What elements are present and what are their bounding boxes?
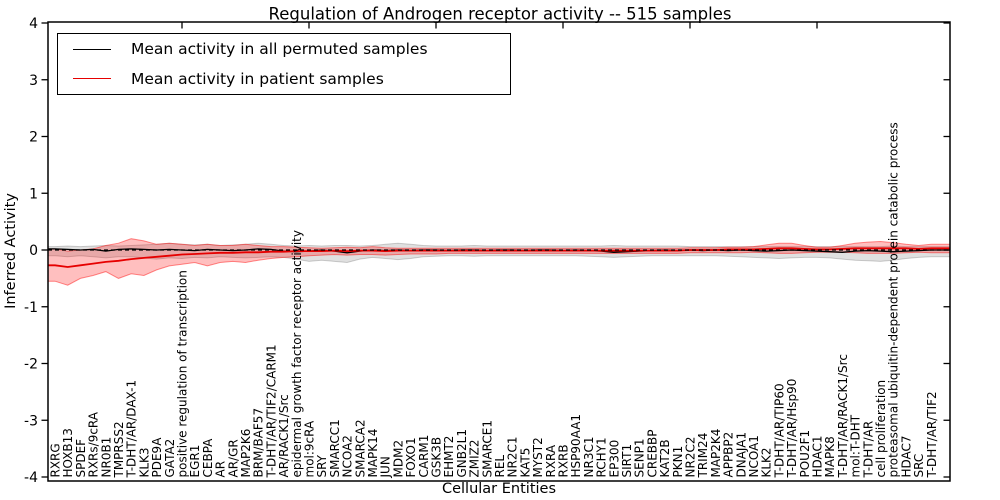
x-tick-label: APPBP2 <box>722 432 736 478</box>
y-tick-label: 4 <box>29 16 38 32</box>
x-tick-label: HOXB13 <box>61 428 75 477</box>
x-tick-label: SMARCA2 <box>353 419 367 477</box>
x-tick-label: TMPRSS2 <box>112 421 126 478</box>
x-tick-label: NR3C1 <box>582 437 596 478</box>
x-tick-label: T-DHT/AR/TIF2 <box>925 391 939 478</box>
x-tick-label: KLK2 <box>760 447 774 477</box>
x-tick-label: AR/GR <box>226 439 240 477</box>
x-tick-label: MYST2 <box>531 437 545 477</box>
x-tick-label: SENP1 <box>633 438 647 477</box>
x-tick-label: GSK3B <box>430 437 444 478</box>
legend: Mean activity in all permuted samples Me… <box>57 33 511 95</box>
x-tick-label: RXRB <box>557 444 571 477</box>
x-tick-label: CREBBP <box>645 430 659 478</box>
x-tick-label: SPDEF <box>74 439 88 478</box>
x-tick-label: SIRT1 <box>620 444 634 478</box>
y-tick-label: 0 <box>29 243 38 259</box>
x-tick-label: NCOA1 <box>747 435 761 477</box>
x-tick-label: REL <box>493 455 507 478</box>
x-tick-label: MAPK14 <box>366 429 380 478</box>
x-tick-label: T-DHT/AR/TIP60 <box>772 383 786 478</box>
plot-frame <box>47 21 951 482</box>
x-tick-label: HDAC1 <box>811 435 825 477</box>
x-tick-label: positive regulation of transcription <box>176 270 190 477</box>
y-tick-label: -2 <box>24 357 38 373</box>
x-tick-label: MAP2K6 <box>239 429 253 478</box>
x-tick-label: SMARCE1 <box>480 420 494 478</box>
x-tick-label: T-DHT/AR/Hsp90 <box>785 379 799 479</box>
x-tick-label: TRIM24 <box>696 433 710 479</box>
x-tick-label: NR2C1 <box>506 437 520 478</box>
x-tick-label: AR/RACK1/Src <box>277 394 291 477</box>
x-tick-label: BRM/BAF57 <box>252 408 266 478</box>
x-tick-label: proteasomal ubiquitin-dependent protein … <box>887 122 901 477</box>
x-tick-label: T-DHT/AR <box>861 421 875 479</box>
x-tick-label: SRC <box>912 454 926 478</box>
x-tick-label: CARM1 <box>417 435 431 478</box>
y-tick-label: -1 <box>24 300 38 316</box>
x-tick-label: SMARCC1 <box>328 419 342 477</box>
x-tick-label: POU2F1 <box>798 430 812 478</box>
x-tick-label: FOXO1 <box>404 437 418 477</box>
x-tick-label: HSP90AA1 <box>569 414 583 478</box>
x-tick-label: cell proliferation <box>874 380 888 478</box>
legend-item-permuted: Mean activity in all permuted samples <box>58 35 510 63</box>
y-tick-label: 1 <box>29 186 38 202</box>
x-tick-label: RXRs/9cRA <box>87 411 101 477</box>
x-tick-label: T-DHT/AR/DAX-1 <box>125 380 139 479</box>
x-tick-label: KAT5 <box>518 448 532 478</box>
x-tick-label: T-DHT/AR/RACK1/Src <box>836 354 850 478</box>
x-tick-label: GATA2 <box>163 439 177 478</box>
y-tick-label: 3 <box>29 73 38 89</box>
x-tick-label: PKN1 <box>671 446 685 478</box>
patient-mean-line <box>48 247 950 268</box>
y-tick-label: -4 <box>24 470 38 486</box>
x-tick-label: RXRG <box>49 443 63 477</box>
x-tick-label: KLK3 <box>137 447 151 477</box>
x-tick-label: epidermal growth factor receptor activit… <box>290 230 304 477</box>
y-tick-label: 2 <box>29 130 38 146</box>
x-tick-label: NR2C2 <box>684 437 698 478</box>
x-tick-label: MAPK8 <box>823 436 837 477</box>
x-tick-label: EGR1 <box>188 445 202 478</box>
chart-title: Regulation of Androgen receptor activity… <box>268 4 732 24</box>
x-tick-label: CEBPA <box>201 438 215 478</box>
legend-label: Mean activity in patient samples <box>131 69 384 88</box>
x-tick-label: MAP2K4 <box>709 429 723 478</box>
x-tick-label: HDAC7 <box>899 435 913 477</box>
x-tick-label: AR <box>214 461 228 478</box>
x-tick-label: MDM2 <box>391 440 405 478</box>
x-axis-label: Cellular Entities <box>441 481 557 497</box>
x-tick-label: NCOA2 <box>341 435 355 477</box>
y-tick-label: -3 <box>24 413 38 429</box>
x-tick-label: EHMT2 <box>442 436 456 478</box>
legend-label: Mean activity in all permuted samples <box>131 40 428 59</box>
y-axis-label: Inferred Activity <box>3 193 19 309</box>
x-tick-label: ZMIZ2 <box>468 440 482 478</box>
x-tick-label: NR0B1 <box>99 437 113 478</box>
x-tick-label: DNAJA1 <box>734 432 748 478</box>
legend-item-patient: Mean activity in patient samples <box>58 65 510 93</box>
x-tick-label: SRY <box>315 454 329 477</box>
x-tick-label: RCHY1 <box>595 437 609 477</box>
patient-line-swatch <box>73 78 111 80</box>
x-tick-label: mol:T-DHT <box>849 414 863 477</box>
x-tick-label: RXRA <box>544 444 558 477</box>
x-tick-label: GNB2L1 <box>455 429 469 477</box>
x-tick-label: JUN <box>379 456 393 478</box>
permuted-line-swatch <box>73 48 111 50</box>
x-tick-label: T-DHT/AR/TIF2/CARM1 <box>264 344 278 478</box>
x-tick-label: KAT2B <box>658 439 672 477</box>
x-tick-label: PDE9A <box>150 437 164 478</box>
x-tick-label: EP300 <box>607 440 621 478</box>
x-tick-label: mol:9cRA <box>303 420 317 477</box>
